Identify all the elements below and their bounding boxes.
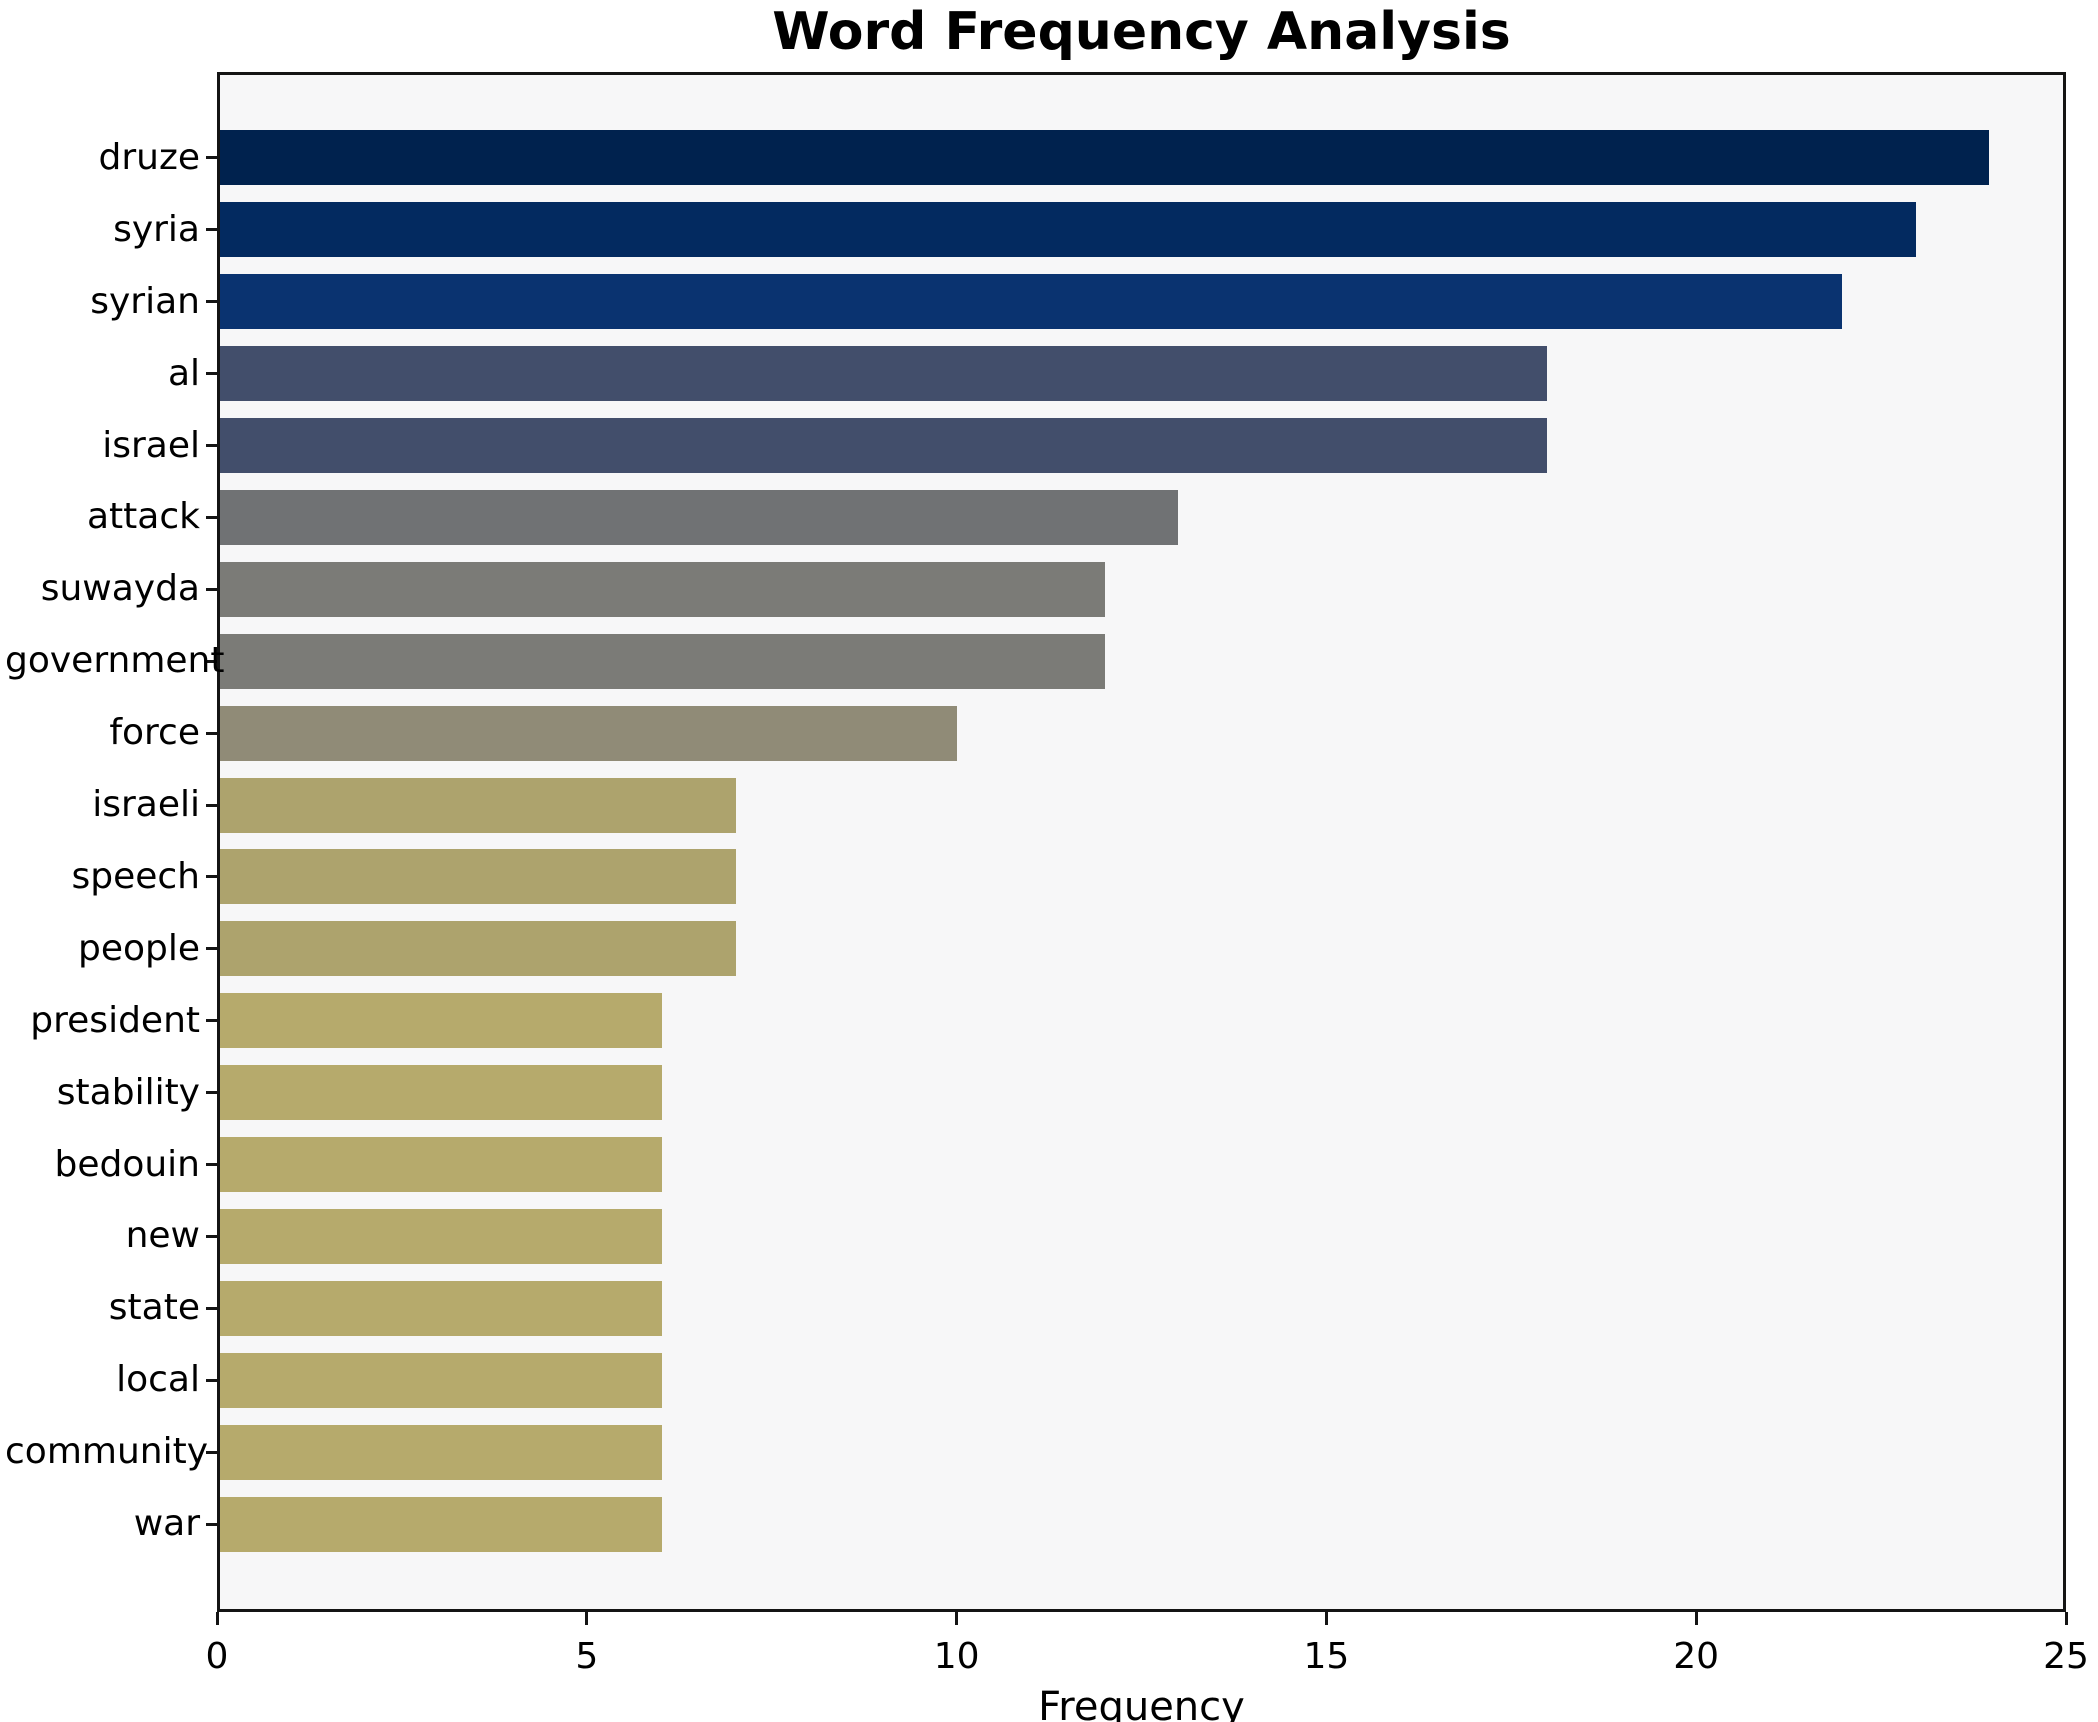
x-tick-mark [2064,1612,2068,1625]
bar-stability [220,1065,663,1121]
category-label: bedouin [54,1143,200,1185]
category-label: state [108,1287,200,1329]
y-tick-mark [206,875,217,879]
y-tick-mark [206,1091,217,1095]
category-label: syria [113,208,200,250]
y-tick-mark [206,659,217,663]
category-label: druze [98,136,200,178]
bar-force [220,705,958,761]
category-label: israel [102,424,200,466]
x-tick-label: 15 [1303,1636,1350,1677]
y-tick-mark [206,731,217,735]
y-tick-mark [206,803,217,807]
x-tick-label: 25 [2043,1636,2089,1677]
x-tick-mark [215,1612,219,1625]
category-label: president [30,999,200,1041]
x-tick-label: 5 [575,1636,599,1677]
x-axis-title: Frequency [1038,1684,1245,1722]
category-label: syrian [90,280,200,322]
x-tick-label: 20 [1673,1636,1720,1677]
category-label: attack [87,496,200,538]
y-tick-mark [206,1234,217,1238]
bar-war [220,1496,663,1552]
category-label: israeli [92,784,200,826]
x-tick-mark [585,1612,589,1625]
bar-president [220,993,663,1049]
plot-area [217,72,2066,1612]
bar-bedouin [220,1137,663,1193]
bar-government [220,633,1105,689]
y-tick-mark [206,587,217,591]
bar-local [220,1352,663,1408]
y-tick-mark [206,1019,217,1023]
bar-syria [220,202,1916,258]
y-tick-mark [206,300,217,304]
x-tick-mark [955,1612,959,1625]
category-label: local [116,1359,200,1401]
category-label: speech [71,855,200,897]
bar-suwayda [220,561,1105,617]
category-label: community [5,1431,209,1473]
y-tick-mark [206,515,217,519]
bar-attack [220,489,1179,545]
bar-state [220,1280,663,1336]
y-tick-mark [206,1378,217,1382]
category-label: new [125,1215,200,1257]
bar-israel [220,418,1547,474]
bar-israeli [220,777,737,833]
category-label: al [167,352,200,394]
bar-community [220,1424,663,1480]
category-label: suwayda [40,568,200,610]
bar-people [220,921,737,977]
bar-speech [220,849,737,905]
chart-title: Word Frequency Analysis [772,2,1511,62]
y-tick-mark [206,947,217,951]
y-tick-mark [206,156,217,160]
bar-new [220,1208,663,1264]
x-tick-label: 10 [933,1636,980,1677]
y-tick-mark [206,1306,217,1310]
bar-syrian [220,274,1842,330]
x-tick-mark [1324,1612,1328,1625]
category-label: war [133,1503,200,1545]
y-tick-mark [206,444,217,448]
category-label: stability [56,1071,200,1113]
y-tick-mark [206,1522,217,1526]
y-tick-mark [206,372,217,376]
y-tick-mark [206,228,217,232]
category-label: force [109,712,200,754]
bar-al [220,346,1547,402]
y-tick-mark [206,1163,217,1167]
category-label: government [5,640,225,682]
x-tick-mark [1694,1612,1698,1625]
bar-druze [220,130,1990,186]
y-tick-mark [206,1450,217,1454]
x-tick-label: 0 [205,1636,229,1677]
category-label: people [77,927,200,969]
